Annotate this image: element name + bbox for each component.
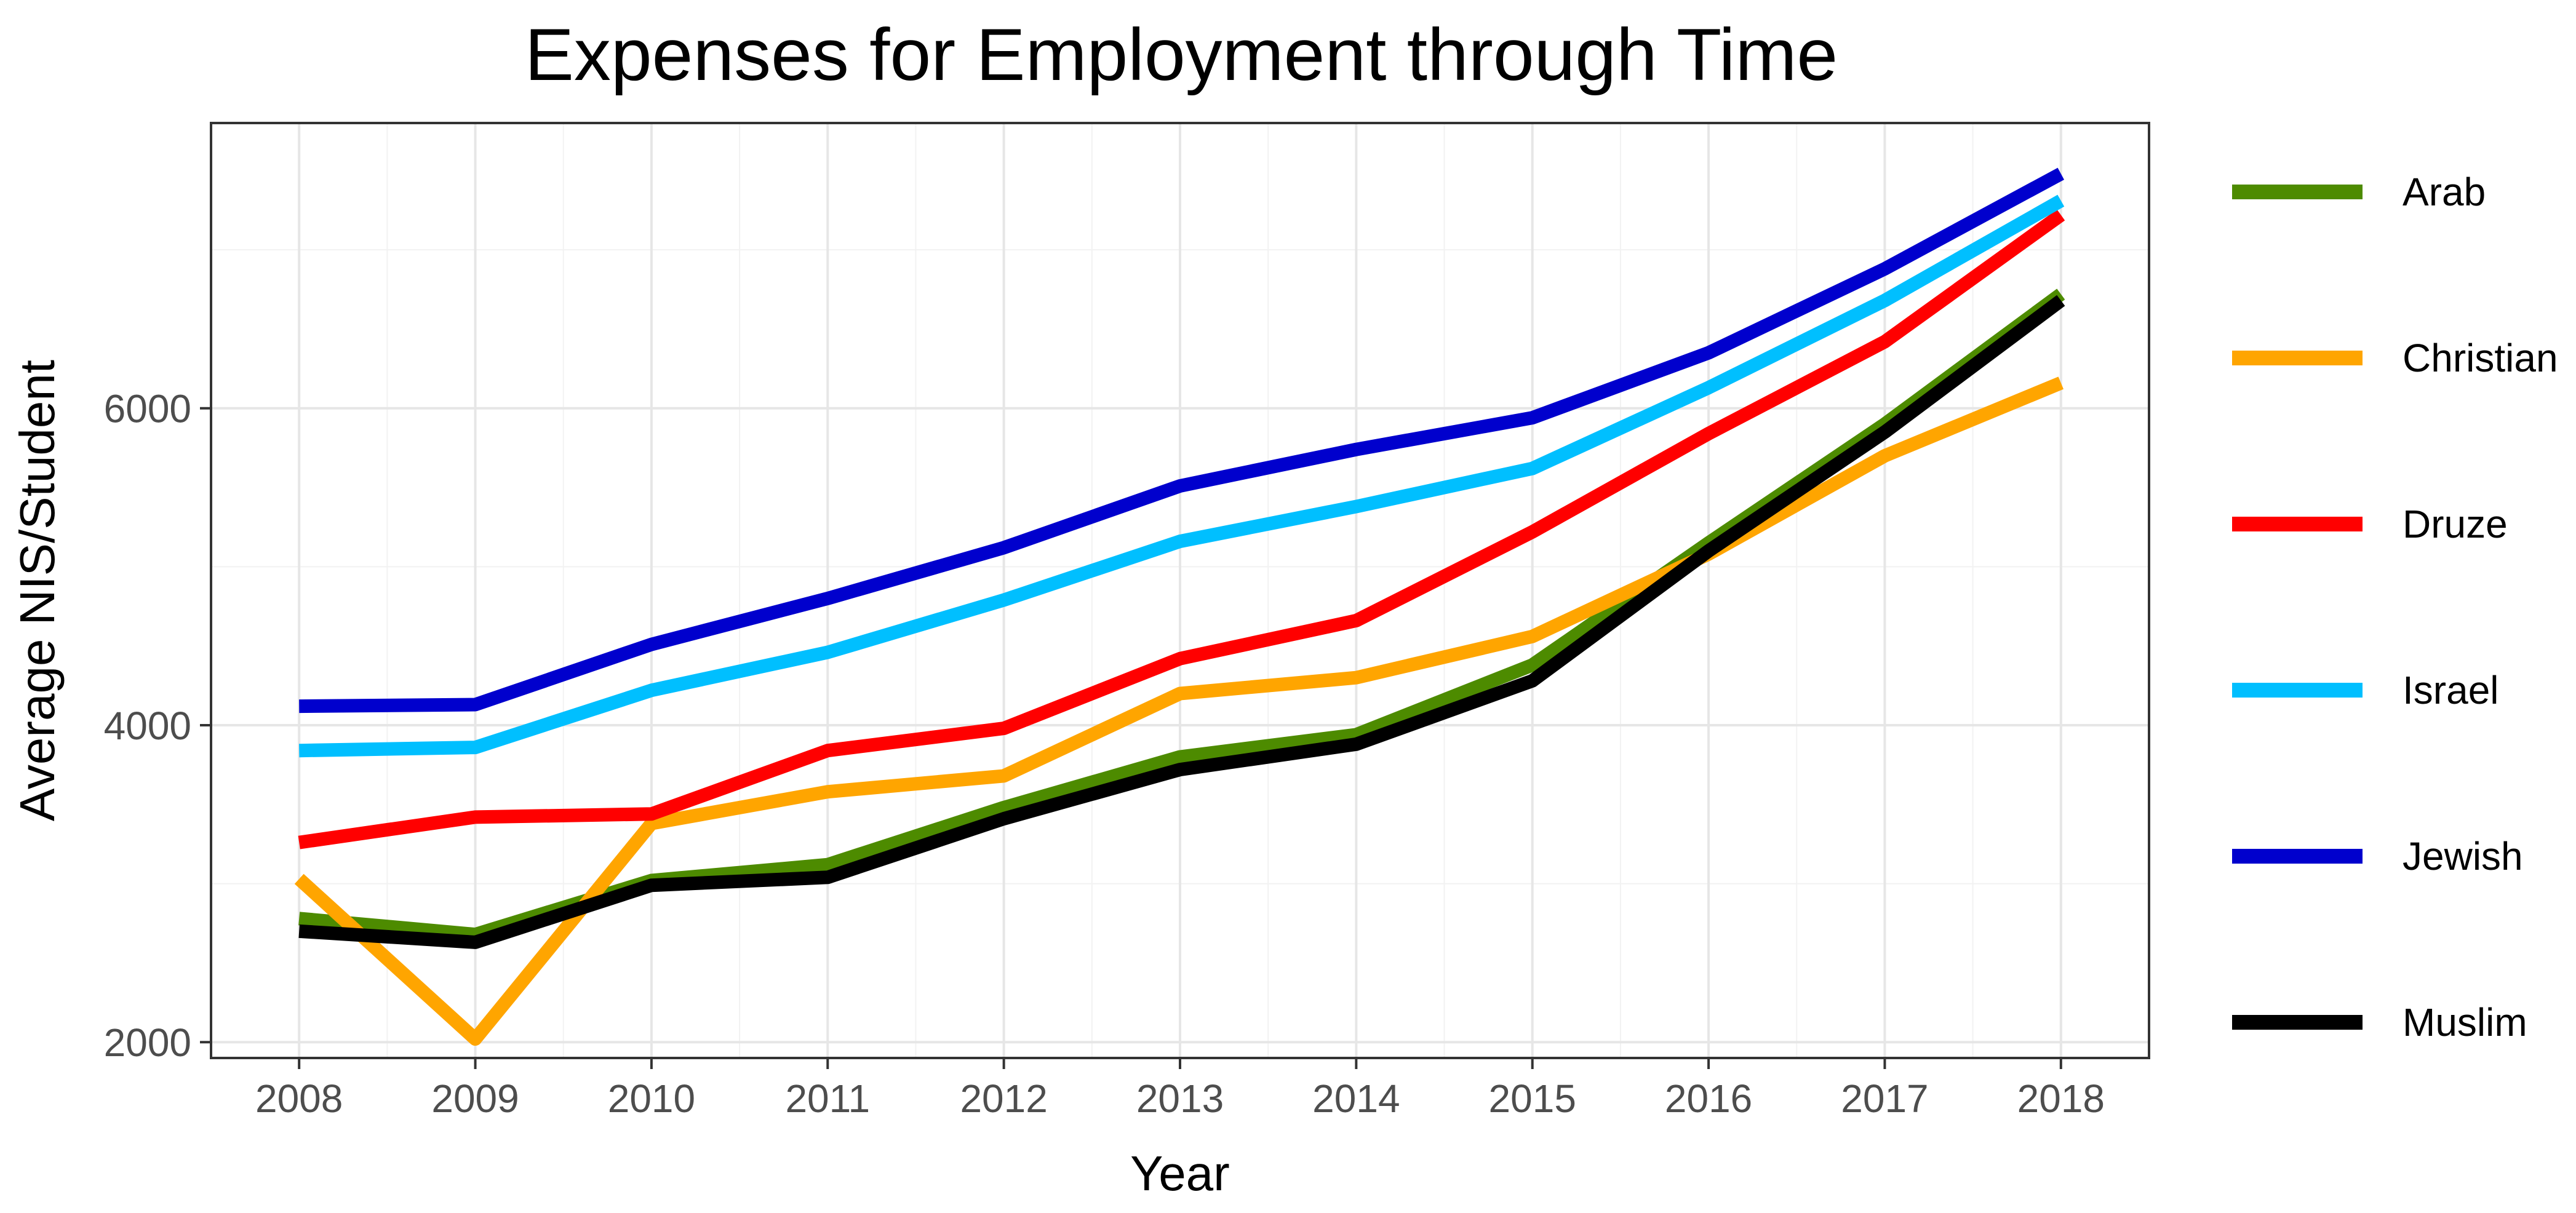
series-line-druze [298, 209, 2065, 849]
x-axis-title: Year [1130, 1146, 1230, 1201]
series-line-israel [299, 194, 2065, 758]
series-line-muslim [298, 295, 2065, 949]
legend-label-israel: Israel [2403, 668, 2499, 712]
x-tick-label: 2013 [1136, 1076, 1224, 1121]
grid-layer [211, 123, 2149, 1058]
x-tick-label: 2008 [255, 1076, 343, 1121]
x-tick-label: 2017 [1841, 1076, 1928, 1121]
x-tick-label: 2016 [1665, 1076, 1752, 1121]
chart-title: Expenses for Employment through Time [525, 14, 1838, 96]
axis-layer: 2008 2009 2010 2011 2012 2013 2014 2015 2016 2017… [104, 387, 2105, 1121]
x-tick-label: 2015 [1489, 1076, 1576, 1121]
x-tick-label: 2011 [785, 1076, 870, 1121]
x-tick-label: 2014 [1312, 1076, 1400, 1121]
series-line-christian [294, 376, 2064, 1046]
x-tick-label: 2012 [960, 1076, 1047, 1121]
legend-label-druze: Druze [2403, 502, 2508, 546]
x-tick-label: 2009 [431, 1076, 519, 1121]
legend: Arab Christian Druze Israel Jewish Muslim [2232, 170, 2558, 1044]
series-layer [294, 167, 2065, 1046]
legend-label-jewish: Jewish [2403, 834, 2523, 878]
series-line-jewish [299, 167, 2065, 714]
legend-label-arab: Arab [2403, 170, 2486, 214]
y-tick-label: 4000 [104, 704, 191, 748]
x-tick-label: 2010 [608, 1076, 695, 1121]
legend-label-christian: Christian [2403, 336, 2558, 380]
x-tick-label: 2018 [2017, 1076, 2105, 1121]
y-axis-title: Average NIS/Student [10, 360, 65, 821]
y-tick-label: 2000 [104, 1020, 191, 1065]
y-tick-label: 6000 [104, 387, 191, 431]
legend-label-muslim: Muslim [2403, 1000, 2527, 1044]
